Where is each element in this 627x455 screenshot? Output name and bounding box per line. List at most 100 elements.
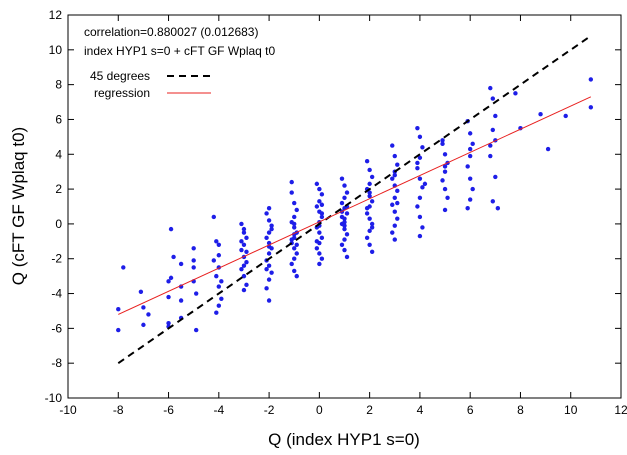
legend-diagonal-label: 45 degrees: [90, 69, 150, 83]
data-point: [467, 131, 473, 136]
data-point: [317, 199, 322, 204]
data-point: [364, 206, 370, 211]
data-point: [493, 174, 498, 180]
x-tick-label: -2: [264, 403, 275, 417]
y-axis-ticks: -10 -8 -6 -4 -2 0 2 4 6 8 10 12: [45, 8, 621, 405]
data-point: [545, 146, 551, 152]
y-tick-label: -8: [51, 356, 62, 370]
data-point: [294, 251, 299, 256]
data-point: [244, 235, 249, 241]
data-point: [588, 105, 594, 110]
data-point: [442, 207, 448, 213]
data-point: [116, 327, 121, 333]
data-point: [420, 145, 425, 150]
data-point: [367, 242, 372, 247]
data-point: [395, 200, 400, 206]
x-tick-label: 8: [517, 403, 524, 417]
data-point: [241, 226, 247, 232]
data-point: [244, 249, 249, 254]
y-tick-label: 2: [55, 182, 62, 196]
data-point: [191, 246, 196, 251]
data-point: [465, 164, 470, 169]
data-point: [166, 279, 171, 284]
data-point: [392, 153, 397, 159]
data-point: [417, 176, 423, 181]
data-point: [417, 233, 423, 239]
data-point: [417, 134, 423, 140]
data-point: [211, 214, 216, 220]
data-point: [390, 202, 395, 207]
y-tick-label: 10: [49, 43, 63, 57]
annotation-correlation: correlation=0.880027 (0.012683): [84, 25, 258, 39]
data-point: [342, 237, 347, 242]
data-point: [266, 206, 272, 211]
data-point: [241, 287, 247, 293]
data-point: [266, 251, 272, 256]
data-point: [364, 235, 370, 241]
x-tick-label: 0: [316, 403, 323, 417]
data-point: [239, 221, 244, 227]
data-point: [239, 247, 244, 253]
data-point: [266, 277, 272, 282]
data-point: [294, 242, 299, 247]
y-tick-label: 4: [55, 147, 62, 161]
data-point: [141, 322, 146, 328]
data-point: [465, 206, 470, 211]
data-point: [513, 91, 518, 96]
data-point: [191, 265, 196, 270]
y-tick-label: -10: [45, 391, 63, 405]
data-point: [216, 284, 222, 289]
data-point: [420, 185, 425, 190]
data-point: [344, 211, 350, 216]
data-point: [490, 127, 496, 133]
y-tick-label: 6: [55, 112, 62, 126]
data-point: [440, 138, 445, 143]
data-point: [342, 223, 347, 228]
data-point: [364, 159, 370, 164]
legend-regression-label: regression: [94, 86, 150, 100]
data-point: [211, 258, 216, 263]
data-point: [342, 226, 347, 232]
x-tick-label: 2: [366, 403, 373, 417]
data-point: [244, 282, 249, 288]
data-point: [146, 312, 151, 317]
y-tick-label: 8: [55, 78, 62, 92]
data-point: [241, 263, 247, 268]
data-point: [264, 211, 269, 216]
data-point: [317, 186, 322, 192]
diagonal-line: [117, 35, 592, 365]
data-point: [390, 230, 395, 235]
data-point: [241, 230, 247, 235]
data-point: [367, 167, 372, 173]
data-point: [467, 176, 473, 181]
data-point: [339, 242, 345, 247]
data-point: [214, 273, 219, 279]
x-tick-label: 4: [417, 403, 424, 417]
data-point: [495, 206, 501, 211]
data-point: [166, 320, 171, 326]
data-point: [214, 239, 219, 244]
data-point: [467, 197, 473, 202]
y-tick-label: -2: [51, 252, 62, 266]
data-point: [241, 242, 247, 247]
data-point: [141, 305, 146, 310]
data-point: [442, 186, 448, 192]
data-point: [138, 289, 144, 295]
data-point: [319, 214, 325, 220]
data-point: [420, 225, 425, 230]
x-tick-label: -6: [163, 403, 174, 417]
data-point: [314, 246, 320, 251]
data-point: [294, 273, 299, 279]
data-point: [342, 247, 347, 253]
data-point: [442, 152, 448, 157]
x-tick-label: 6: [467, 403, 474, 417]
data-point: [367, 190, 372, 195]
data-point: [467, 146, 473, 152]
data-point: [292, 246, 297, 251]
data-point: [390, 176, 395, 181]
data-point: [415, 160, 420, 166]
data-point: [415, 204, 420, 209]
data-point: [289, 237, 294, 242]
data-point: [344, 254, 350, 260]
data-point: [193, 327, 199, 333]
